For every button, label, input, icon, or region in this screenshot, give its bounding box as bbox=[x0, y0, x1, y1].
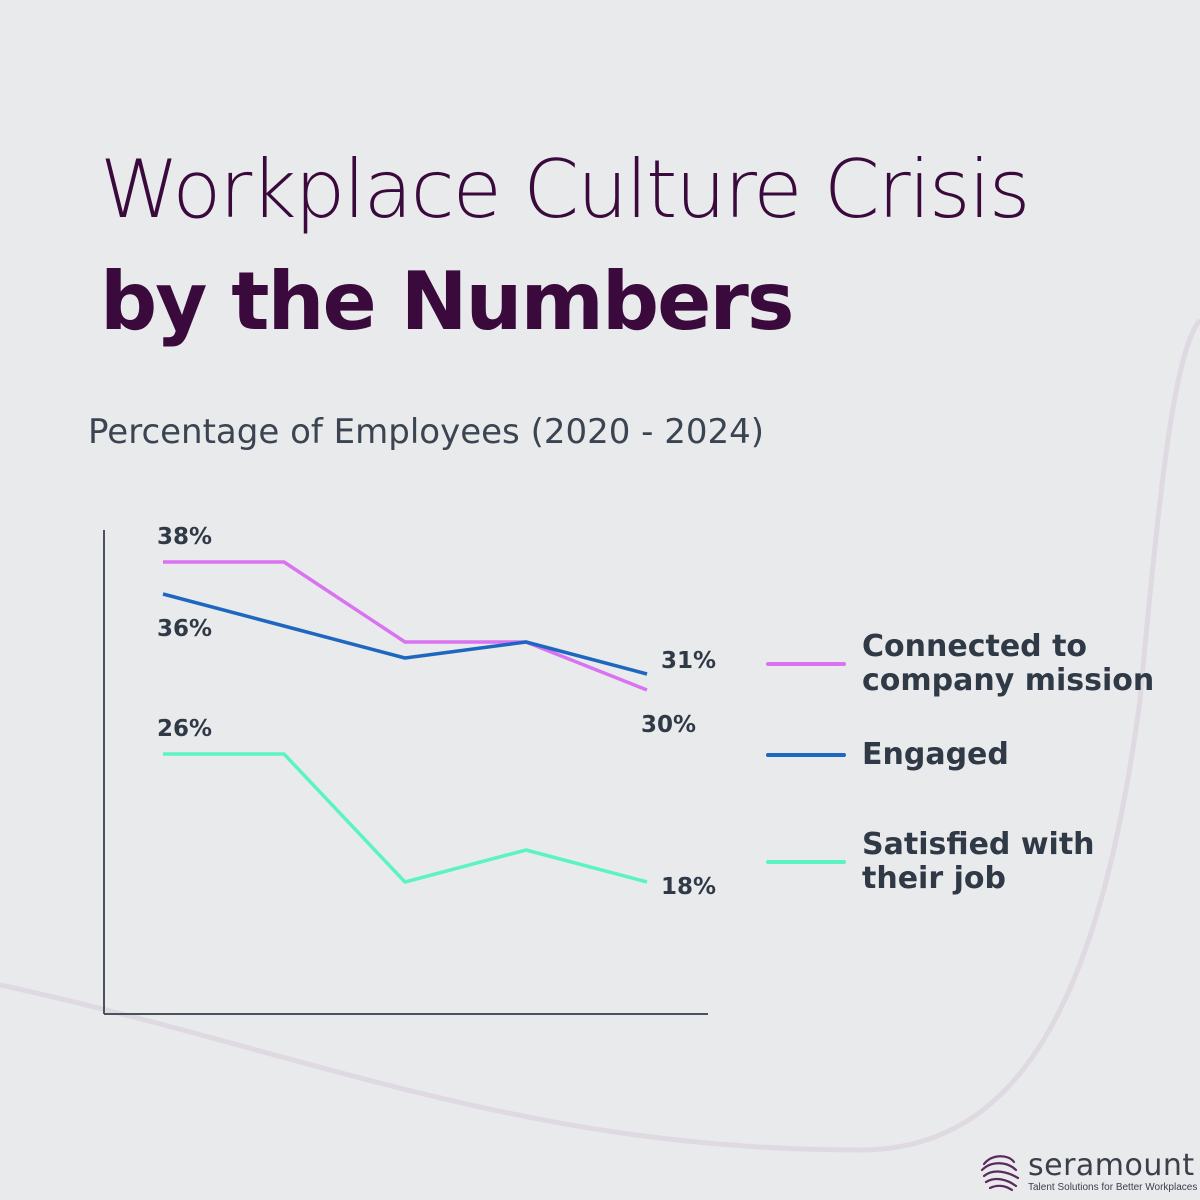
data-label-series2-point0: 26% bbox=[157, 716, 212, 742]
legend-item-satisfied: Satisfied with their job bbox=[766, 828, 1182, 896]
seramount-logo[interactable]: seramount Talent Solutions for Better Wo… bbox=[978, 1150, 1197, 1194]
data-label-layer: 38% 30% 36% 31% 26% 18% bbox=[157, 524, 716, 900]
seramount-swirl-icon bbox=[980, 1155, 1020, 1192]
series-line-2 bbox=[163, 752, 648, 884]
data-label-series0-point0: 38% bbox=[157, 524, 212, 550]
data-label-series0-point4: 30% bbox=[641, 712, 696, 738]
series-line-0 bbox=[163, 560, 648, 692]
legend-swatch-engaged bbox=[766, 753, 846, 757]
background-swoosh bbox=[0, 318, 1200, 1153]
legend-item-connected: Connected to company mission bbox=[766, 630, 1182, 698]
data-label-series1-point0: 36% bbox=[157, 616, 212, 642]
legend-swatch-connected bbox=[766, 662, 846, 666]
page-title-line1: Workplace Culture Crisis bbox=[100, 143, 1030, 236]
chart-subtitle: Percentage of Employees (2020 - 2024) bbox=[88, 412, 765, 452]
data-label-series1-point4: 31% bbox=[661, 648, 716, 674]
data-label-series2-point4: 18% bbox=[661, 874, 716, 900]
logo-name: seramount bbox=[1028, 1148, 1195, 1183]
legend-label-connected: Connected to company mission bbox=[862, 629, 1155, 698]
legend-label-engaged: Engaged bbox=[862, 737, 1009, 772]
page-title-line2: by the Numbers bbox=[100, 255, 794, 348]
logo-tagline: Talent Solutions for Better Workplaces bbox=[1028, 1182, 1198, 1193]
legend-swatch-satisfied bbox=[766, 860, 846, 864]
legend-label-satisfied: Satisfied with their job bbox=[862, 827, 1095, 896]
series-line-1 bbox=[162, 592, 648, 676]
series-layer bbox=[162, 560, 648, 884]
legend-item-engaged: Engaged bbox=[766, 738, 1182, 772]
